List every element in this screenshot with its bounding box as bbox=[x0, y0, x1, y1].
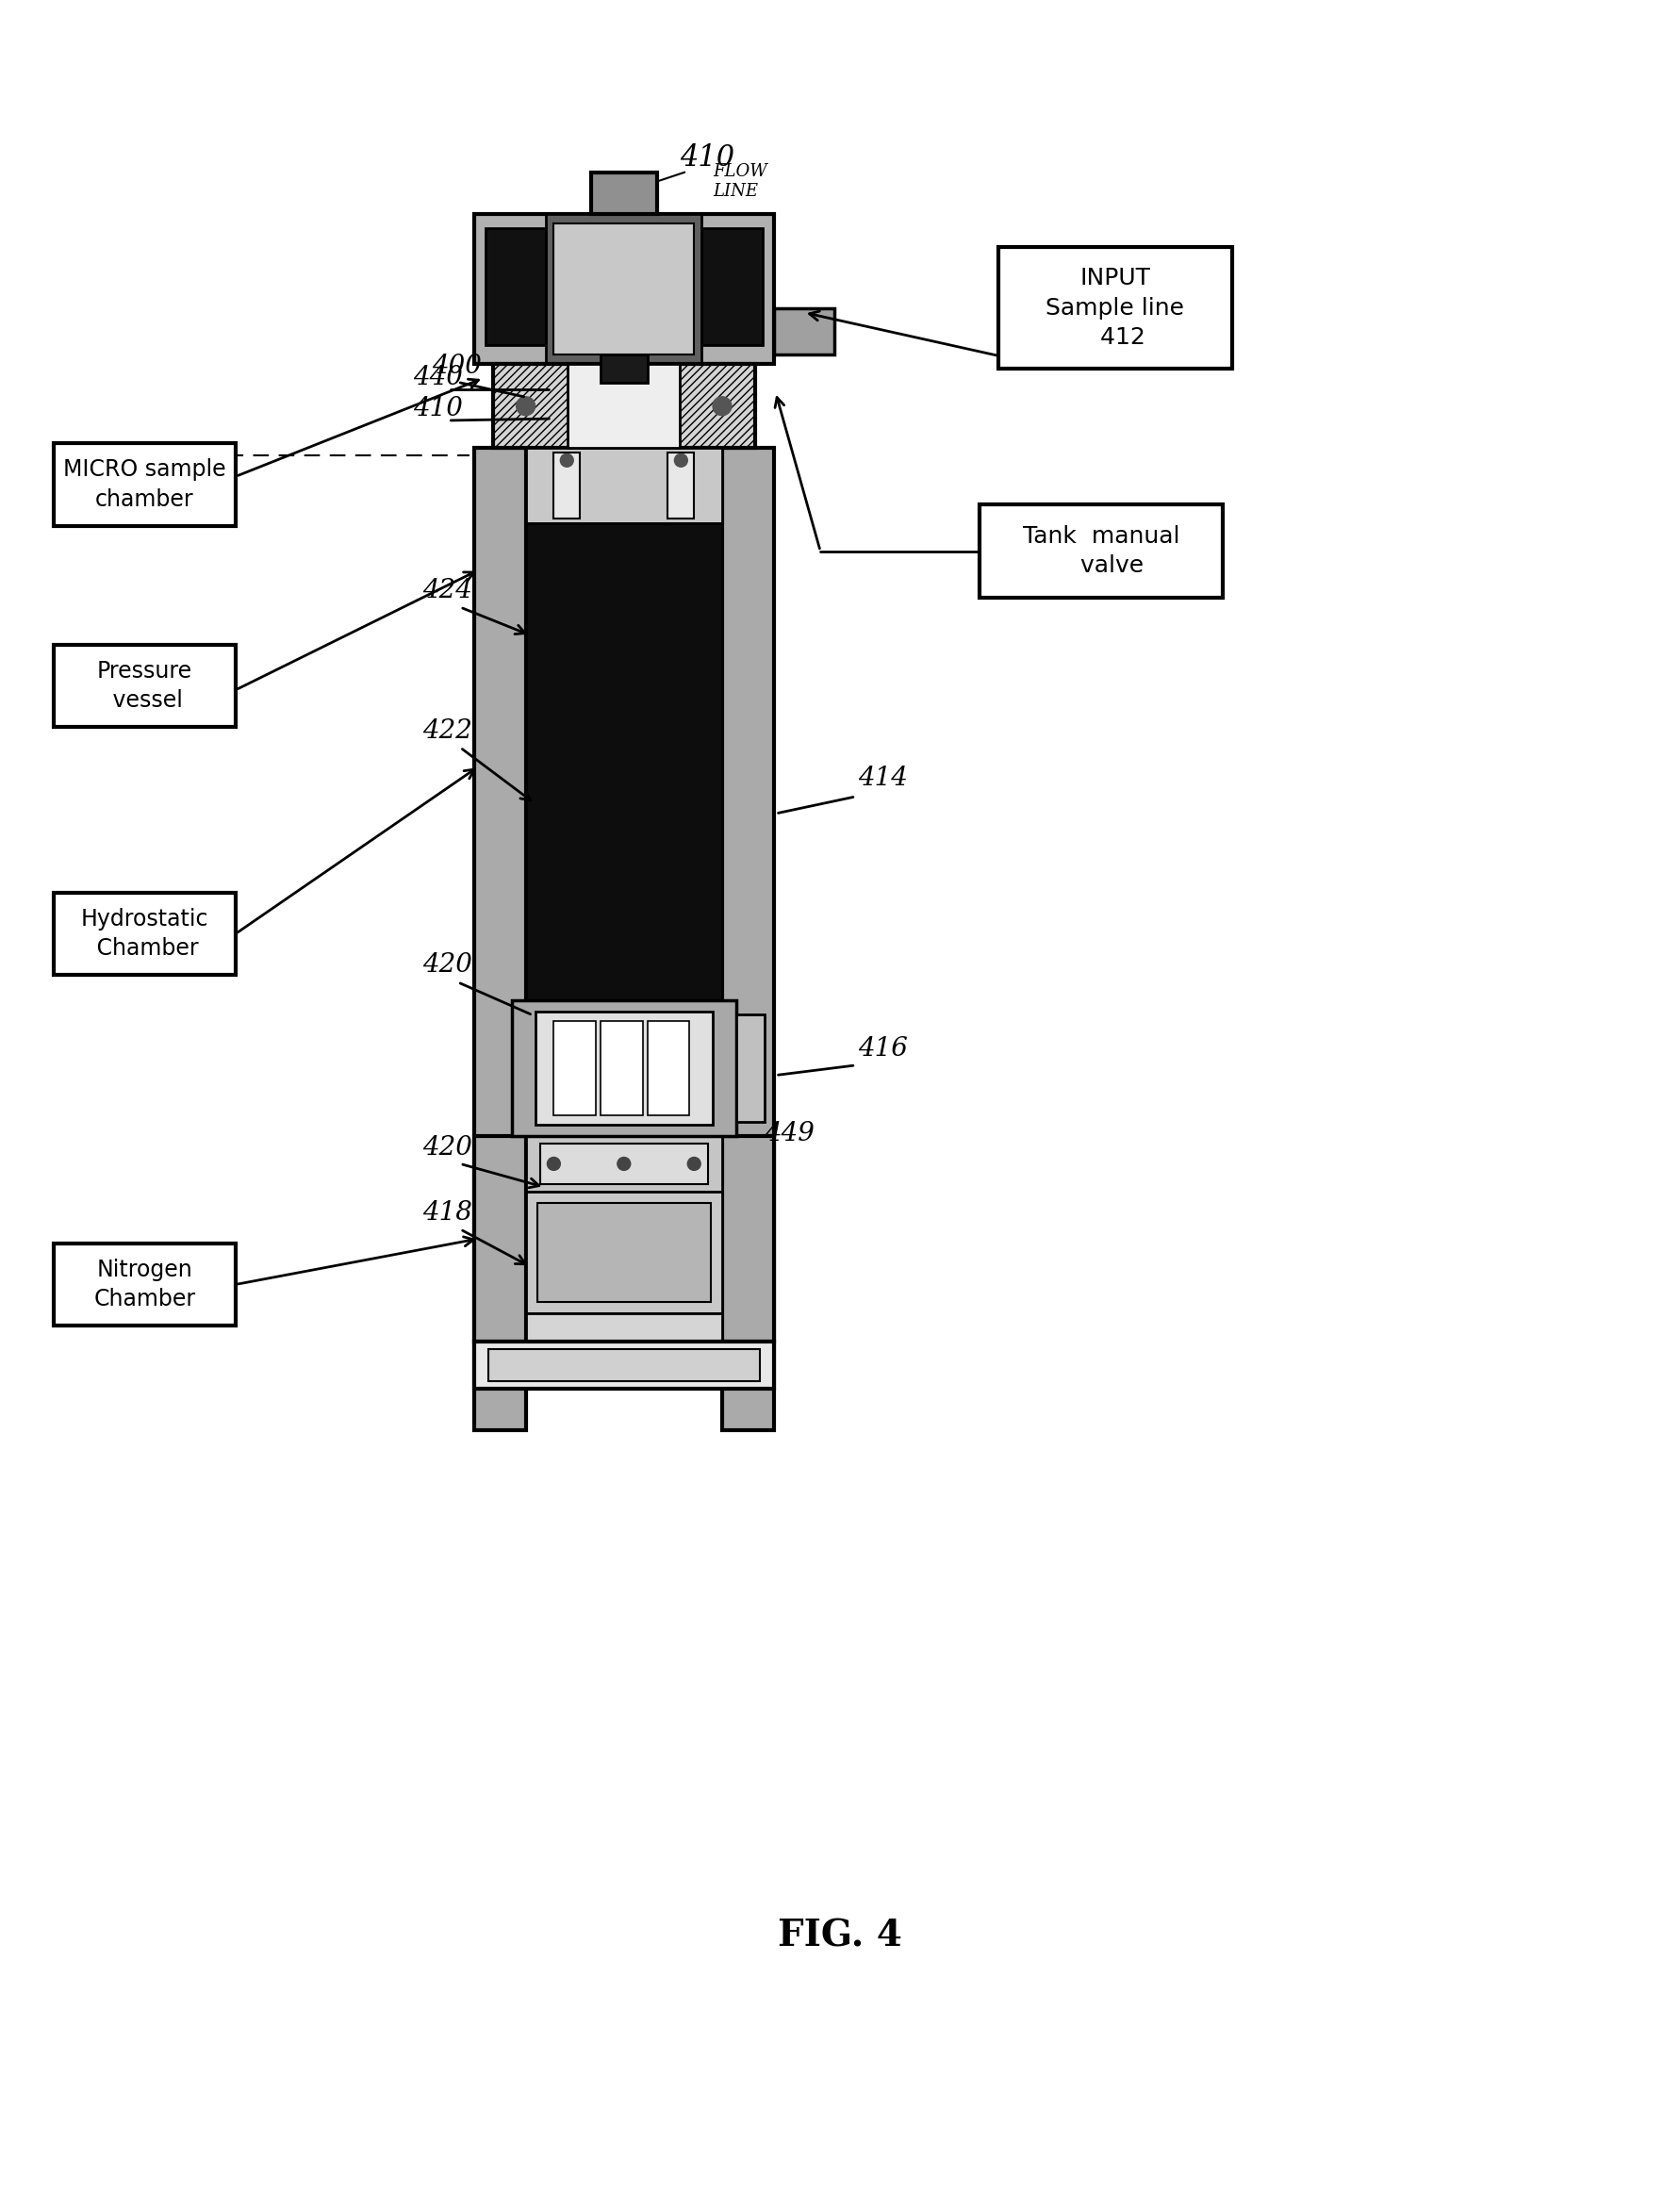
Bar bbox=[54, 892, 235, 975]
Bar bbox=[600, 1021, 642, 1115]
Text: FLOW
LINE: FLOW LINE bbox=[712, 164, 766, 199]
Text: 414: 414 bbox=[857, 765, 907, 791]
Bar bbox=[600, 355, 647, 383]
Text: 422: 422 bbox=[423, 719, 472, 743]
Bar bbox=[979, 504, 1221, 598]
Bar bbox=[526, 1192, 722, 1312]
Bar bbox=[534, 1012, 712, 1124]
Bar bbox=[722, 1135, 773, 1341]
Bar bbox=[998, 248, 1231, 368]
Bar bbox=[553, 223, 694, 355]
Text: MICRO sample
chamber: MICRO sample chamber bbox=[64, 458, 225, 511]
Text: Nitrogen
Chamber: Nitrogen Chamber bbox=[94, 1258, 195, 1310]
Bar bbox=[667, 454, 694, 519]
Text: 420: 420 bbox=[423, 1135, 472, 1159]
Bar bbox=[474, 215, 773, 364]
Bar bbox=[553, 454, 580, 519]
Bar bbox=[487, 1350, 759, 1380]
Bar bbox=[773, 309, 833, 355]
Text: INPUT
Sample line
  412: INPUT Sample line 412 bbox=[1045, 267, 1184, 348]
Bar bbox=[474, 1341, 773, 1389]
Bar bbox=[54, 1242, 235, 1326]
Circle shape bbox=[712, 397, 731, 416]
Bar bbox=[546, 215, 701, 364]
Bar bbox=[539, 1144, 707, 1185]
Bar bbox=[474, 449, 526, 1431]
Text: 449: 449 bbox=[764, 1120, 813, 1146]
Bar bbox=[492, 364, 754, 449]
Bar bbox=[568, 364, 680, 449]
Text: 410: 410 bbox=[413, 397, 464, 423]
Bar bbox=[526, 524, 722, 999]
Bar bbox=[486, 228, 546, 346]
Bar bbox=[736, 1014, 764, 1122]
Bar bbox=[701, 228, 763, 346]
Text: 400: 400 bbox=[432, 353, 482, 379]
Bar bbox=[647, 1021, 689, 1115]
Text: 440: 440 bbox=[413, 366, 464, 390]
Text: FIG. 4: FIG. 4 bbox=[778, 1917, 902, 1954]
Circle shape bbox=[674, 454, 687, 467]
Bar bbox=[722, 449, 773, 1431]
Circle shape bbox=[516, 397, 534, 416]
Text: 424: 424 bbox=[423, 578, 472, 603]
Text: 410: 410 bbox=[680, 145, 734, 173]
Text: Pressure
 vessel: Pressure vessel bbox=[97, 659, 192, 712]
Bar bbox=[591, 173, 657, 215]
Bar bbox=[536, 1203, 711, 1301]
Text: 420: 420 bbox=[423, 953, 472, 977]
Text: Hydrostatic
 Chamber: Hydrostatic Chamber bbox=[81, 907, 208, 960]
Bar bbox=[553, 1021, 595, 1115]
Bar bbox=[526, 449, 722, 524]
Text: 416: 416 bbox=[857, 1036, 907, 1063]
Bar bbox=[511, 999, 736, 1135]
Text: 418: 418 bbox=[423, 1201, 472, 1225]
Circle shape bbox=[548, 1157, 559, 1170]
Bar bbox=[54, 443, 235, 526]
Text: Tank  manual
   valve: Tank manual valve bbox=[1021, 526, 1179, 576]
Bar bbox=[526, 1135, 722, 1192]
Bar bbox=[474, 1135, 526, 1341]
Bar bbox=[526, 1312, 722, 1341]
Circle shape bbox=[559, 454, 573, 467]
Bar bbox=[54, 644, 235, 727]
Circle shape bbox=[687, 1157, 701, 1170]
Circle shape bbox=[617, 1157, 630, 1170]
